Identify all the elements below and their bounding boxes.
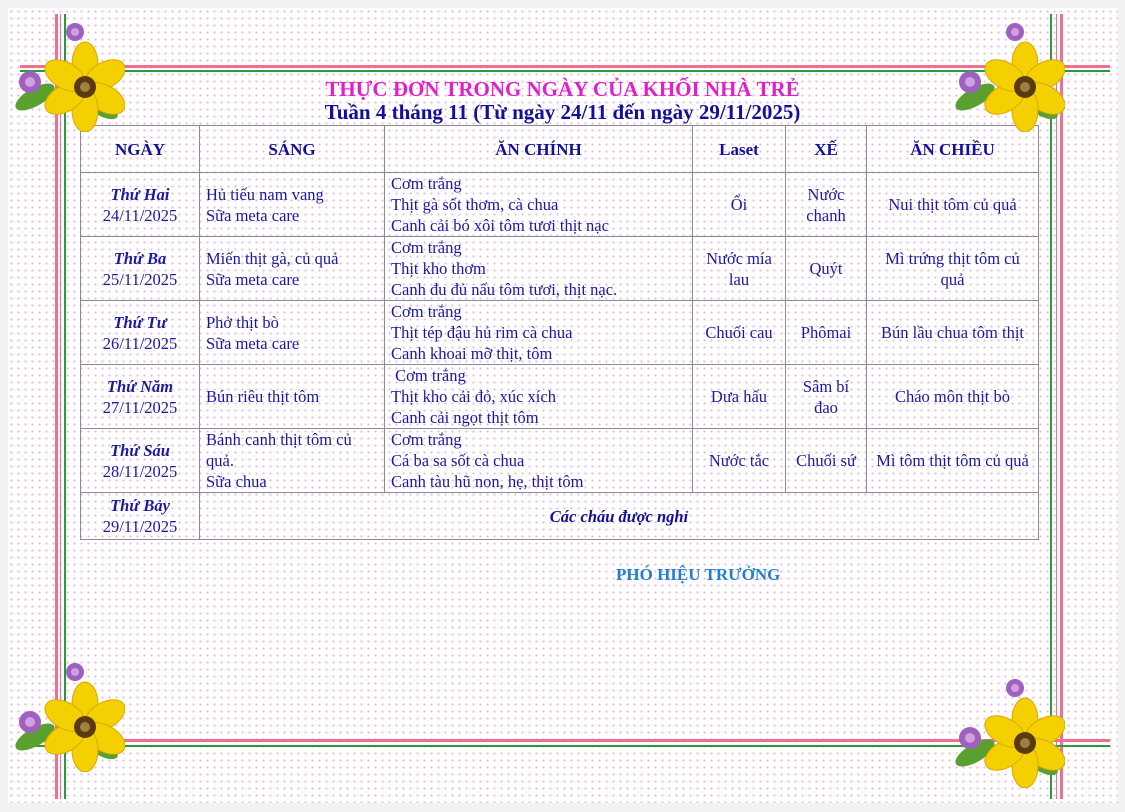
menu-row: Thứ Tư 26/11/2025 Phở thịt bò Sữa meta care… [80,300,1039,365]
menu-row: Thứ Ba 25/11/2025 Miến thịt gà, củ quả Sữa … [80,236,1039,301]
breakfast-item: Miến thịt gà, củ quả [206,248,339,268]
day-cell: Thứ Hai 24/11/2025 [80,172,200,237]
day-cell: Thứ Năm 27/11/2025 [80,364,200,429]
laset-cell: Ổi [692,172,786,237]
header-laset: Laset [692,125,786,173]
day-date: 29/11/2025 [102,517,178,536]
day-name: Thứ Ba [113,248,167,268]
flower-decoration-icon [10,662,125,772]
header-main: ĂN CHÍNH [384,125,693,173]
snack-cell: Chuối sứ [785,428,867,493]
laset-cell: Dưa hấu [692,364,786,429]
frame-green [64,14,66,799]
day-date: 24/11/2025 [102,205,178,225]
day-date: 28/11/2025 [102,461,178,481]
menu-row: Thứ Hai 24/11/2025 Hủ tiếu nam vang Sữa met… [80,172,1039,237]
main-meal-item: Canh cải ngọt thịt tôm [391,408,539,427]
frame-pink [55,14,58,799]
header-day: NGÀY [80,125,200,173]
main-meal-cell: Cơm trắng Thịt kho thơm Canh đu đủ nấu tôm… [384,236,693,301]
rest-note: Các cháu được nghỉ [199,492,1039,540]
main-meal-item: Thịt gà sốt thơm, cà chua [391,195,559,214]
main-meal-item: Canh khoai mỡ thịt, tôm [391,344,553,363]
frame-pink [60,14,61,799]
frame-green [20,745,1110,747]
snack-cell: Phômai [785,300,867,365]
main-meal-item: Cơm trắng [391,174,462,193]
main-meal-item: Thịt tép đậu hủ rim cà chua [391,323,573,342]
menu-row: Thứ Sáu 28/11/2025 Bánh canh thịt tôm củ q… [80,428,1039,493]
breakfast-cell: Miến thịt gà, củ quả Sữa meta care [199,236,385,301]
header-row: NGÀY SÁNG ĂN CHÍNH Laset XẾ ĂN CHIỀU [80,125,1039,173]
breakfast-item: Sữa meta care [206,269,300,289]
afternoon-cell: Cháo môn thịt bò [866,364,1039,429]
day-name: Thứ Tư [113,312,167,332]
day-name: Thứ Sáu [110,440,170,460]
day-cell: Thứ Tư 26/11/2025 [80,300,200,365]
laset-cell: Chuối cau [692,300,786,365]
breakfast-cell: Bánh canh thịt tôm củ quả. Sữa chua [199,428,385,493]
main-meal-item: Cơm trắng [391,430,462,449]
frame-green [20,70,1110,72]
frame-pink [20,65,1110,68]
flower-decoration-icon [950,22,1065,132]
laset-cell: Nước tắc [692,428,786,493]
day-cell: Thứ Ba 25/11/2025 [80,236,200,301]
menu-table: NGÀY SÁNG ĂN CHÍNH Laset XẾ ĂN CHIỀU Thứ… [80,125,1039,540]
afternoon-cell: Mì trứng thịt tôm củ quả [866,236,1039,301]
menu-subtitle: Tuần 4 tháng 11 (Từ ngày 24/11 đến ngày … [324,100,801,124]
flower-decoration-icon [950,678,1065,788]
main-meal-item: Cá ba sa sốt cà chua [391,451,525,470]
breakfast-item: Sữa meta care [206,205,300,225]
frame-green [1050,14,1052,799]
breakfast-item: Sữa chua [206,472,267,491]
frame-pink [1060,14,1063,799]
breakfast-item: Bún riêu thịt tôm [206,387,320,406]
day-date: 27/11/2025 [102,397,178,417]
main-meal-cell: Cơm trắng Thịt tép đậu hủ rim cà chua Canh… [384,300,693,365]
menu-title: THỰC ĐƠN TRONG NGÀY CỦA KHỐI NHÀ TRẺ [325,77,800,101]
flower-decoration-icon [10,22,125,132]
saturday-row: Thứ Bảy 29/11/2025 Các cháu được nghỉ [80,492,1039,540]
header-afternoon: ĂN CHIỀU [866,125,1039,173]
breakfast-cell: Bún riêu thịt tôm [199,364,385,429]
main-meal-item: Canh đu đủ nấu tôm tươi, thịt nạc. [391,280,618,299]
main-meal-item: Canh tàu hũ non, hẹ, thịt tôm [391,472,584,491]
day-cell: Thứ Sáu 28/11/2025 [80,428,200,493]
menu-row: Thứ Năm 27/11/2025 Bún riêu thịt tôm Cơm t… [80,364,1039,429]
snack-cell: Sâm bí đao [785,364,867,429]
header-snack: XẾ [785,125,867,173]
breakfast-cell: Phở thịt bò Sữa meta care [199,300,385,365]
main-meal-cell: Cơm trắng Cá ba sa sốt cà chua Canh tàu hũ… [384,428,693,493]
day-date: 26/11/2025 [102,333,178,353]
day-name: Thứ Hai [110,184,170,204]
breakfast-item: Sữa meta care [206,333,300,353]
laset-cell: Nước mía lau [692,236,786,301]
day-name: Thứ Năm [106,376,174,396]
day-date: 25/11/2025 [102,269,178,289]
main-meal-cell: Cơm trắng Thịt gà sốt thơm, cà chua Canh c… [384,172,693,237]
main-meal-item: Thịt kho thơm [391,259,486,278]
day-cell: Thứ Bảy 29/11/2025 [80,492,200,540]
main-meal-item: Canh cải bó xôi tôm tươi thịt nạc [391,216,609,235]
frame-pink [1056,14,1057,799]
main-meal-item: Cơm trắng [391,302,462,321]
day-name: Thứ Bảy [110,496,170,515]
afternoon-cell: Nui thịt tôm củ quả [866,172,1039,237]
main-meal-item: Cơm trắng [391,366,466,385]
main-meal-cell: Cơm trắng Thịt kho cải đỏ, xúc xích Canh c… [384,364,693,429]
header-breakfast: SÁNG [199,125,385,173]
breakfast-item: Hủ tiếu nam vang [206,184,324,204]
frame-pink [20,739,1110,742]
breakfast-cell: Hủ tiếu nam vang Sữa meta care [199,172,385,237]
breakfast-item: Phở thịt bò [206,312,279,332]
snack-cell: Quýt [785,236,867,301]
snack-cell: Nước chanh [785,172,867,237]
breakfast-item: Bánh canh thịt tôm củ quả. [206,430,352,470]
main-meal-item: Cơm trắng [391,238,462,257]
signature-title: PHÓ HIỆU TRƯỞNG [616,565,781,584]
afternoon-cell: Mì tôm thịt tôm củ quả [866,428,1039,493]
afternoon-cell: Bún lầu chua tôm thịt [866,300,1039,365]
main-meal-item: Thịt kho cải đỏ, xúc xích [391,387,556,406]
